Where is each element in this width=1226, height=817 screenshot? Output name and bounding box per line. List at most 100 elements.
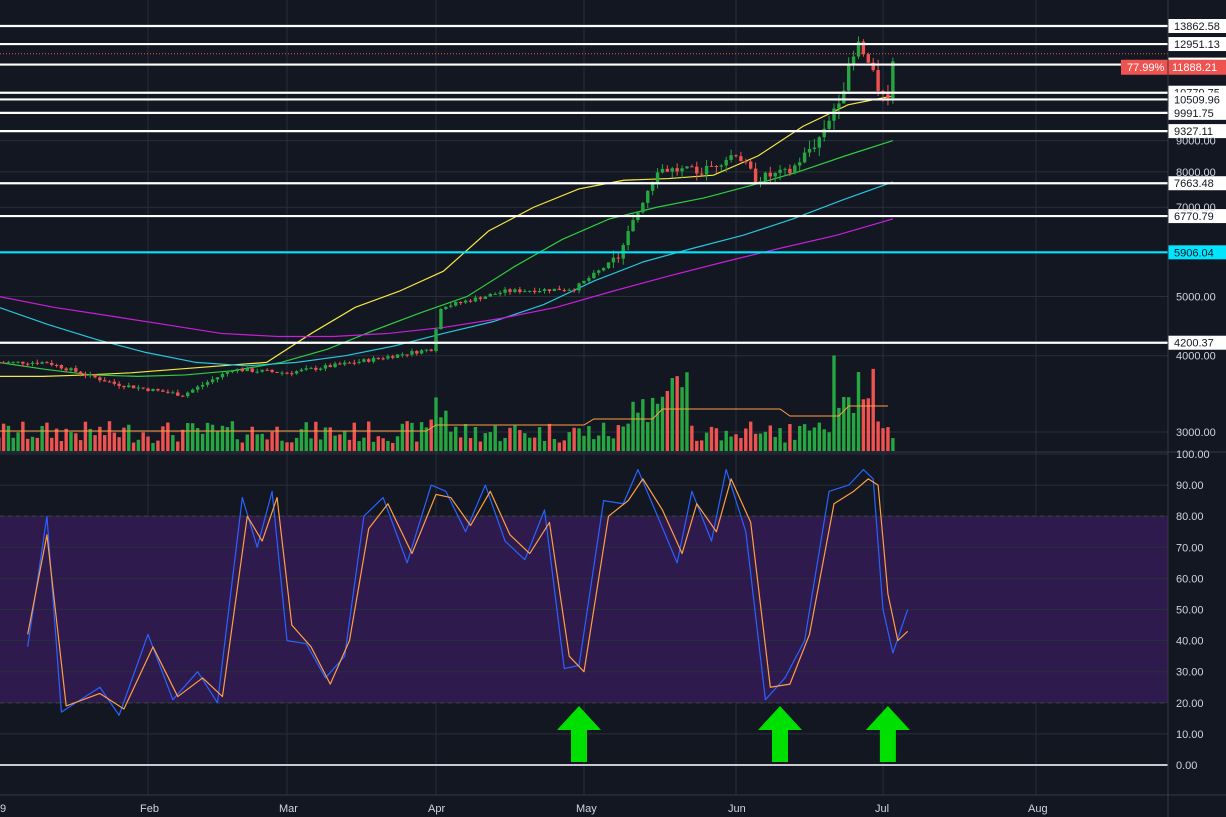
volume-bar	[587, 426, 591, 451]
volume-bar	[744, 428, 748, 451]
volume-bar	[419, 422, 424, 451]
candle-body	[260, 369, 264, 372]
candle-body	[83, 373, 88, 376]
price-level-label[interactable]: 13862.58	[1174, 21, 1220, 33]
volume-bar	[704, 432, 709, 451]
price-level-tag[interactable]	[1168, 19, 1226, 33]
volume-bar	[837, 407, 841, 451]
volume-bar	[290, 442, 294, 451]
volume-bar	[338, 434, 342, 451]
price-level-label[interactable]: 6770.79	[1174, 211, 1214, 223]
price-level-tag[interactable]	[1168, 124, 1226, 139]
candle-body	[802, 152, 807, 163]
volume-bar	[680, 387, 684, 451]
candle-body	[328, 365, 332, 368]
candle-body	[739, 156, 743, 162]
volume-bar	[827, 432, 831, 451]
price-level-label[interactable]: 9327.11	[1174, 126, 1213, 138]
candle-body	[299, 369, 304, 372]
volume-bar	[572, 427, 576, 451]
candle-body	[773, 172, 777, 177]
candle-body	[342, 362, 347, 365]
volume-bar	[802, 424, 807, 451]
price-level-label[interactable]: 7663.48	[1174, 178, 1214, 190]
candle-body	[255, 371, 259, 373]
volume-bar	[285, 442, 289, 451]
price-level-tag[interactable]	[1168, 92, 1226, 107]
volume-bar	[646, 422, 650, 451]
price-level-tag[interactable]	[1168, 105, 1226, 120]
candle-body	[136, 387, 141, 389]
volume-bar	[724, 430, 728, 451]
volume-bar	[88, 428, 92, 451]
price-level-label[interactable]: 9991.75	[1174, 108, 1214, 120]
candle-body	[415, 351, 419, 354]
volume-bar	[98, 426, 102, 451]
volume-bar	[424, 427, 429, 451]
volume-bar	[314, 421, 318, 451]
price-level-tag[interactable]	[1168, 176, 1226, 191]
price-level-label[interactable]: 12951.13	[1174, 39, 1220, 51]
price-level-tag[interactable]	[1168, 245, 1226, 260]
volume-bar	[21, 421, 25, 451]
horizontal-levels[interactable]: 13862.5812951.1311986.0710779.7510509.96…	[0, 19, 1226, 350]
stoch-axis-tick: 90.00	[1176, 480, 1204, 492]
candle-body	[670, 168, 674, 172]
price-level-tag[interactable]	[1168, 209, 1226, 224]
candle-body	[611, 257, 616, 263]
stoch-axis-tick: 0.00	[1176, 760, 1197, 772]
volume-bar	[768, 425, 772, 451]
candle-body	[166, 391, 170, 393]
candle-body	[793, 165, 797, 174]
candle-body	[542, 289, 547, 291]
price-level-label[interactable]: 4200.37	[1174, 338, 1214, 350]
candle-body	[665, 168, 670, 172]
volume-bar	[6, 425, 11, 451]
price-level-tag[interactable]	[1168, 37, 1226, 52]
volume-bar	[851, 412, 856, 451]
volume-bars	[0, 355, 895, 451]
candle-body	[21, 361, 25, 364]
candle-body	[405, 354, 409, 356]
moving-average-line	[0, 95, 893, 377]
volume-bar	[773, 436, 777, 451]
volume-bar	[444, 410, 448, 451]
volume-bar	[386, 440, 390, 451]
stoch-axis-tick: 100.00	[1176, 449, 1210, 461]
candle-body	[488, 294, 492, 297]
volume-bar	[518, 430, 522, 451]
stoch-line	[27, 468, 909, 716]
volume-bar	[200, 433, 205, 451]
volume-bar	[478, 441, 483, 451]
volume-bar	[181, 429, 185, 451]
volume-bar	[176, 441, 180, 451]
volume-bar	[151, 442, 155, 451]
candle-body	[807, 148, 812, 153]
candle-body	[35, 362, 40, 364]
candle-body	[675, 168, 679, 172]
candle-body	[1, 362, 6, 364]
volume-bar	[240, 442, 245, 451]
volume-bar	[592, 439, 596, 451]
volume-bar	[847, 397, 851, 451]
last-price-value: 11888.21	[1172, 62, 1217, 74]
candle-body	[812, 147, 817, 149]
chart-grid	[0, 0, 1226, 795]
volume-bar	[454, 426, 458, 451]
price-level-label[interactable]: 10509.96	[1174, 94, 1220, 106]
price-level-tag[interactable]	[1168, 335, 1226, 350]
price-axis-tick: 4000.00	[1176, 351, 1216, 363]
candle-body	[362, 359, 366, 362]
price-level-label[interactable]: 5906.04	[1174, 247, 1214, 259]
volume-bar	[753, 433, 758, 451]
time-axis-label: Apr	[428, 803, 445, 815]
candle-body	[655, 172, 660, 183]
volume-bar	[665, 390, 670, 451]
candle-body	[117, 383, 121, 386]
volume-bar	[488, 432, 492, 451]
volume-bar	[528, 437, 532, 451]
volume-bar	[842, 397, 846, 451]
volume-bar	[778, 428, 782, 451]
stoch-axis-tick: 30.00	[1176, 667, 1204, 679]
